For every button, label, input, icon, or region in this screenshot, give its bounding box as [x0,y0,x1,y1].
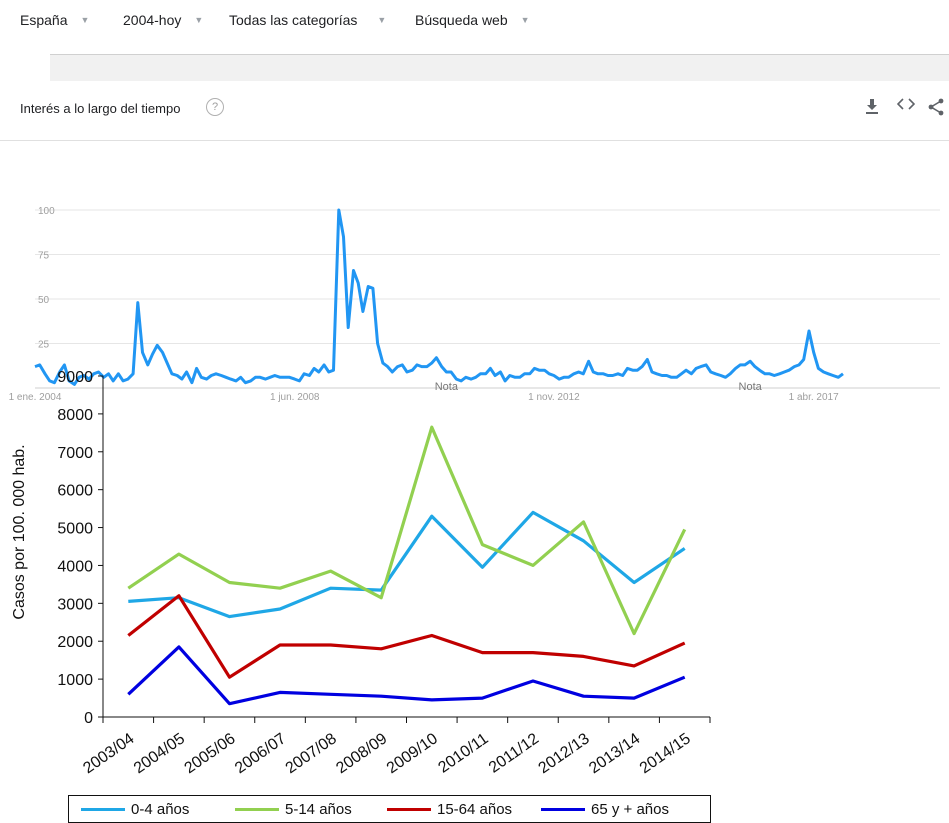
annotation-note: Nota [435,381,459,393]
trends-x-ticks: 1 ene. 2004 1 jun. 2008 1 nov. 2012 1 abr. … [9,392,840,403]
period-filter[interactable]: 2004-hoy ▼ [123,12,203,28]
download-icon[interactable] [865,98,879,118]
share-icon[interactable] [928,98,944,120]
legend-label: 5-14 años [285,801,352,818]
x-tick-label: 1 nov. 2012 [528,392,580,403]
x-tick-label: 1 ene. 2004 [9,392,62,403]
trends-line-chart: 100 75 50 25 1 ene. 2004 1 jun. 2008 1 nov. 2… [9,206,940,403]
separator-band [50,54,949,81]
y-tick-label: 1000 [57,672,93,689]
x-tick-label: 2004/05 [131,730,188,777]
embed-code-icon[interactable] [896,96,916,116]
y-tick-label: 50 [38,295,50,306]
section-title: Interés a lo largo del tiempo [20,101,181,116]
trends-series-line [34,208,844,386]
legend-label: 65 y + años [591,801,669,818]
cases-legend: 0-4 años 5-14 años 15-64 años 65 y + año… [68,795,711,823]
y-tick-label: 8000 [57,407,93,424]
legend-item: 0-4 años [81,801,189,818]
x-tick-label: 2014/15 [637,730,694,777]
x-tick-label: 2012/13 [536,730,593,777]
y-tick-label: 5000 [57,521,93,538]
y-tick-label: 2000 [57,634,93,651]
help-circle-icon[interactable]: ? [206,98,224,116]
legend-item: 65 y + años [541,801,669,818]
category-filter-label: Todas las categorías [229,12,358,28]
y-tick-label: 0 [84,710,93,727]
x-tick-label: 2013/14 [586,730,643,777]
series-line [127,425,687,636]
series-line [128,510,686,619]
legend-swatch [541,808,585,811]
trends-grid [35,209,940,389]
cases-y-ticks: 0 1000 2000 3000 4000 5000 6000 7000 8000 9000 [57,369,103,727]
x-tick-label: 2003/04 [80,730,137,777]
legend-swatch [81,808,125,811]
cases-series [127,425,687,706]
x-tick-label: 2007/08 [283,730,340,777]
x-tick-label: 2011/12 [486,730,542,776]
y-tick-label: 6000 [57,483,93,500]
legend-item: 15-64 años [387,801,512,818]
cases-line-chart: Casos por 100. 000 hab. 0 1000 2000 3000 400… [11,369,711,777]
y-tick-label: 4000 [57,558,93,575]
trends-series [34,208,844,386]
region-filter[interactable]: España ▼ [20,12,89,28]
x-tick-label: 2009/10 [384,730,441,777]
x-tick-label: 1 abr. 2017 [789,392,839,403]
dropdown-arrow-icon: ▼ [377,15,387,25]
dropdown-arrow-icon: ▼ [520,15,530,25]
y-tick-label: 25 [38,340,50,351]
legend-item: 5-14 años [235,801,352,818]
interest-over-time-header: Interés a lo largo del tiempo ? [0,96,949,141]
y-tick-label: 100 [38,206,55,217]
x-tick-label: 1 jun. 2008 [270,392,320,403]
period-filter-label: 2004-hoy [123,12,182,28]
annotation-note: Nota [739,381,763,393]
y-axis-label: Casos por 100. 000 hab. [11,444,28,619]
y-tick-label: 9000 [57,369,93,386]
dropdown-arrow-icon: ▼ [194,15,204,25]
legend-swatch [235,808,279,811]
y-tick-label: 3000 [57,596,93,613]
x-tick-label: 2010/11 [435,730,491,776]
filter-bar: España ▼ 2004-hoy ▼ Todas las categorías… [0,0,949,44]
trends-annotations: Nota Nota [435,381,763,393]
legend-swatch [387,808,431,811]
x-tick-label: 2005/06 [182,730,239,777]
region-filter-label: España [20,12,68,28]
trends-y-ticks: 100 75 50 25 [38,206,55,351]
category-filter[interactable]: Todas las categorías ▼ [229,12,386,28]
x-tick-label: 2008/09 [333,730,390,777]
y-tick-label: 7000 [57,445,93,462]
series-line [127,645,686,706]
search-type-filter-label: Búsqueda web [415,12,508,28]
legend-label: 15-64 años [437,801,513,818]
search-type-filter[interactable]: Búsqueda web ▼ [415,12,530,28]
series-line [127,594,686,679]
cases-x-ticks: 2003/042004/052005/062006/072007/082008/… [80,717,711,777]
y-tick-label: 75 [38,251,50,262]
legend-label: 0-4 años [131,801,190,818]
dropdown-arrow-icon: ▼ [80,15,90,25]
x-tick-label: 2006/07 [232,730,289,777]
